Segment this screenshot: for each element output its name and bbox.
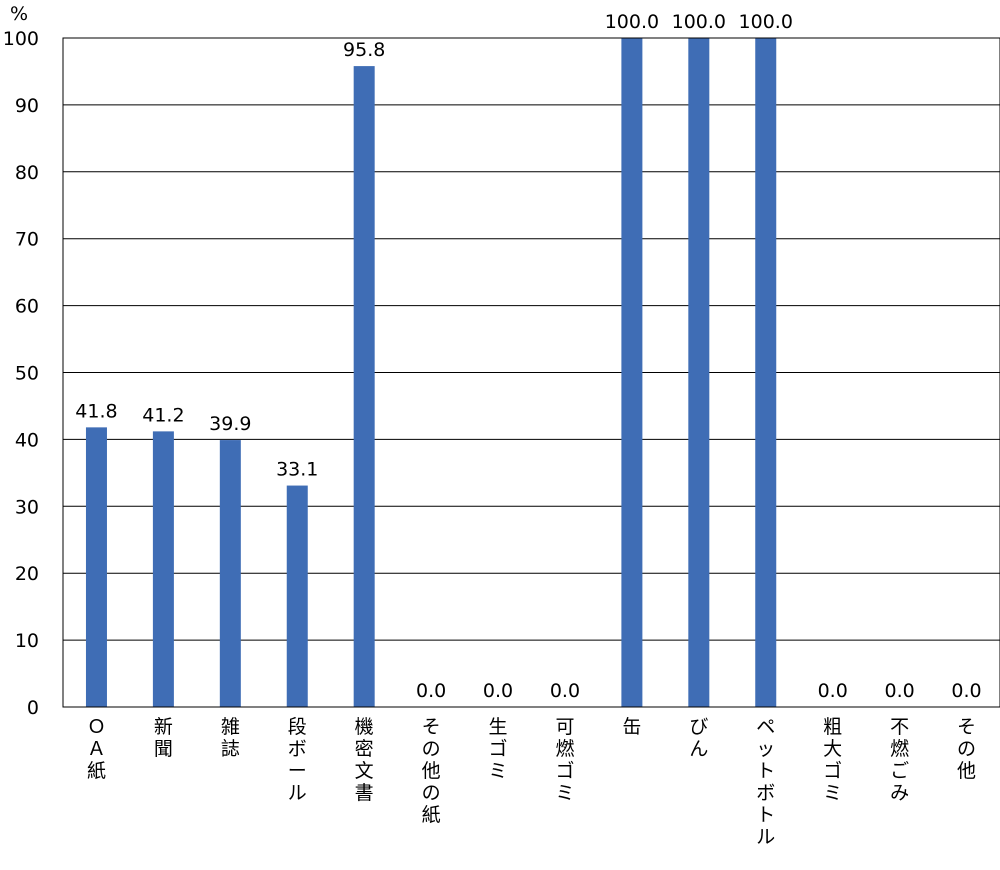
- bar: [353, 66, 375, 707]
- category-label: 缶: [622, 716, 641, 738]
- bar: [152, 431, 174, 707]
- category-label: 粗大ゴミ: [823, 716, 842, 804]
- y-tick-label: 50: [15, 363, 39, 385]
- category-label: 可燃ゴミ: [555, 716, 574, 804]
- y-axis-unit-label: %: [10, 3, 28, 25]
- category-label: 不燃ごみ: [890, 716, 909, 804]
- category-label: びん: [689, 716, 708, 760]
- category-label: ペットボトル: [756, 716, 775, 848]
- bar: [621, 38, 643, 707]
- category-label: ＯＡ紙: [87, 716, 106, 782]
- category-label: その他の紙: [422, 716, 441, 826]
- y-tick-label: 10: [15, 630, 39, 652]
- category-label: 生ゴミ: [489, 716, 508, 782]
- data-label: 0.0: [416, 680, 446, 702]
- bar: [85, 427, 107, 707]
- bar: [219, 440, 241, 707]
- data-label: 33.1: [276, 459, 318, 481]
- y-tick-label: 90: [15, 95, 39, 117]
- y-tick-label: 0: [27, 697, 39, 719]
- y-tick-labels: 0 10 20 30 40 50 60 70 80 90 100: [3, 28, 39, 719]
- category-label: 機密文書: [355, 716, 374, 804]
- data-label: 39.9: [209, 413, 251, 435]
- bar: [688, 38, 710, 707]
- data-label: 100.0: [672, 11, 726, 33]
- plot-frame: [62, 37, 1000, 708]
- category-label: 段ボール: [288, 716, 307, 804]
- data-label: 95.8: [343, 39, 385, 61]
- y-tick-label: 20: [15, 563, 39, 585]
- y-tick-label: 40: [15, 429, 39, 451]
- data-label: 0.0: [550, 680, 580, 702]
- data-label: 0.0: [483, 680, 513, 702]
- data-labels: 41.8 41.2 39.9 33.1 95.8 0.0 0.0 0.0 100.0 100.0 1…: [75, 11, 981, 702]
- bars: [85, 38, 777, 707]
- category-labels: ＯＡ紙 新聞 雑誌 段ボール 機密文書 その他の紙 生ゴミ 可燃ゴミ 缶 びん ペットボトル 粗大ゴミ…: [87, 716, 976, 848]
- y-tick-label: 80: [15, 162, 39, 184]
- data-label: 0.0: [818, 680, 848, 702]
- y-tick-label: 100: [3, 28, 39, 50]
- data-label: 41.8: [75, 400, 117, 422]
- y-tick-label: 60: [15, 296, 39, 318]
- y-tick-label: 30: [15, 496, 39, 518]
- data-label: 100.0: [739, 11, 793, 33]
- category-label: 新聞: [154, 716, 173, 760]
- category-label: 雑誌: [221, 716, 240, 760]
- category-label: その他: [957, 716, 976, 782]
- data-label: 0.0: [884, 680, 914, 702]
- y-tick-label: 70: [15, 229, 39, 251]
- data-label: 0.0: [951, 680, 981, 702]
- bar: [755, 38, 777, 707]
- gridlines: [63, 37, 1000, 708]
- data-label: 41.2: [142, 404, 184, 426]
- bar: [286, 485, 308, 707]
- data-label: 100.0: [605, 11, 659, 33]
